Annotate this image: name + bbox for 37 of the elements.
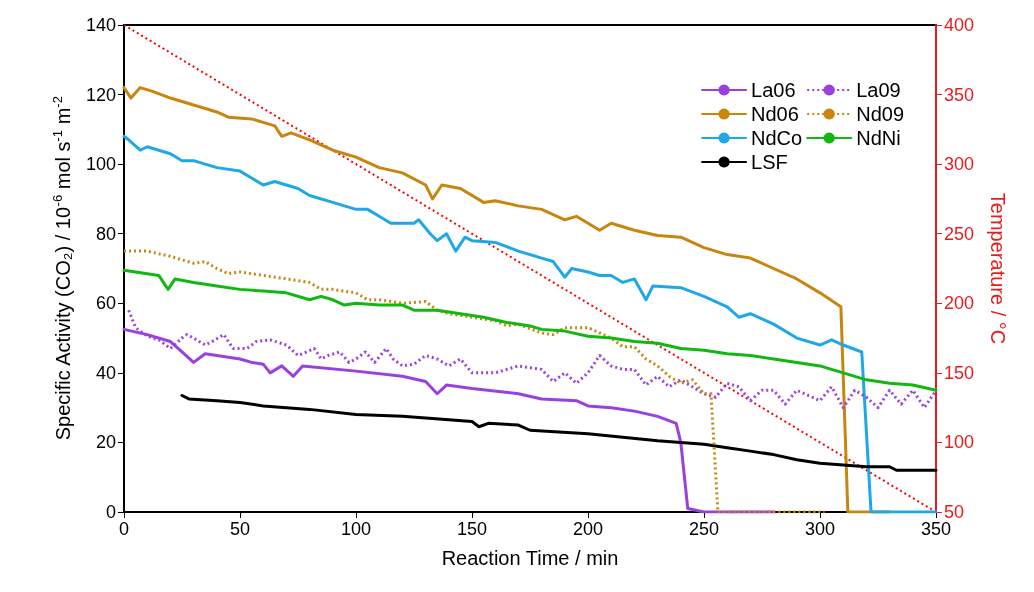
y-tick-label: 100	[85, 154, 116, 175]
x-tick-label: 0	[118, 519, 130, 539]
y2-tick-label: 350	[944, 84, 975, 105]
y-tick-label: 20	[95, 432, 116, 453]
x-tick-label: 300	[804, 519, 836, 539]
line-series	[180, 393, 938, 472]
x-tick-label: 350	[920, 519, 952, 539]
y-tick-label: 120	[85, 84, 116, 105]
y-axis-title: Specific Activity (CO₂) / 10-6 mol s-1 m-2	[50, 96, 74, 441]
y-tick-label: 0	[105, 502, 116, 522]
x-tick-label: 100	[340, 519, 372, 539]
x-tick-label: 250	[688, 519, 720, 539]
y2-tick-label: 250	[944, 223, 975, 244]
y2-tick-label: 150	[944, 362, 975, 383]
legend-label: NdCo	[751, 127, 803, 149]
line-series	[122, 249, 827, 514]
y2-axis-title: Temperature / °C	[987, 192, 1009, 345]
x-tick-label: 50	[229, 519, 251, 539]
y-tick-label: 140	[85, 15, 116, 35]
y2-tick-label: 200	[944, 293, 975, 314]
x-tick-label: 200	[572, 519, 604, 539]
y2-tick-label: 50	[944, 502, 965, 522]
y-tick-label: 40	[95, 362, 116, 383]
y-tick-label: 60	[95, 293, 116, 314]
line-series	[122, 268, 938, 392]
legend-label: La09	[856, 79, 901, 101]
legend-label: Nd09	[856, 103, 904, 125]
legend-label: LSF	[751, 151, 788, 173]
y2-tick-label: 300	[944, 154, 975, 175]
x-tick-label: 150	[456, 519, 488, 539]
legend-label: Nd06	[751, 103, 799, 125]
x-axis-title: Reaction Time / min	[441, 547, 619, 569]
legend-label: NdNi	[856, 127, 901, 149]
y-tick-label: 80	[95, 223, 116, 244]
y2-tick-label: 100	[944, 432, 975, 453]
y2-tick-label: 400	[944, 15, 975, 35]
legend-label: La06	[751, 79, 796, 101]
